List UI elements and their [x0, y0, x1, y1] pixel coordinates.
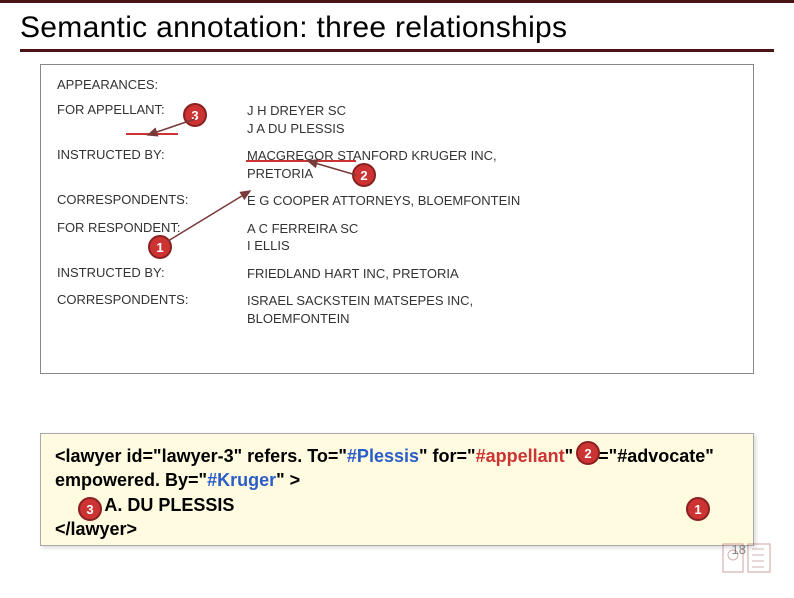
slide-title: Semantic annotation: three relationships — [20, 11, 774, 45]
doc-row: APPEARANCES: — [57, 77, 737, 92]
row-value: MACGREGOR STANFORD KRUGER INC,PRETORIA — [247, 147, 737, 182]
annotation-badge: 1 — [148, 235, 172, 259]
doc-row: FOR APPELLANT:J H DREYER SCJ A DU PLESSI… — [57, 102, 737, 137]
row-value: FRIEDLAND HART INC, PRETORIA — [247, 265, 737, 283]
row-label: INSTRUCTED BY: — [57, 147, 247, 182]
row-label: APPEARANCES: — [57, 77, 247, 92]
annotation-badge: 1 — [686, 497, 710, 521]
row-value: E G COOPER ATTORNEYS, BLOEMFONTEIN — [247, 192, 737, 210]
doc-row: CORRESPONDENTS:E G COOPER ATTORNEYS, BLO… — [57, 192, 737, 210]
doc-row: INSTRUCTED BY:FRIEDLAND HART INC, PRETOR… — [57, 265, 737, 283]
annotation-underline — [246, 160, 356, 162]
appearances-box: APPEARANCES: FOR APPELLANT:J H DREYER SCJ… — [40, 64, 754, 374]
annotation-underline — [126, 133, 178, 135]
xml-code: <lawyer id="lawyer-3" refers. To="#Pless… — [55, 444, 739, 541]
row-value: ISRAEL SACKSTEIN MATSEPES INC,BLOEMFONTE… — [247, 292, 737, 327]
annotation-badge: 2 — [352, 163, 376, 187]
row-label: FOR APPELLANT: — [57, 102, 247, 137]
annotation-badge: 2 — [576, 441, 600, 465]
doc-row: INSTRUCTED BY:MACGREGOR STANFORD KRUGER … — [57, 147, 737, 182]
row-label: INSTRUCTED BY: — [57, 265, 247, 283]
row-value — [247, 77, 737, 92]
xml-box: <lawyer id="lawyer-3" refers. To="#Pless… — [40, 433, 754, 546]
row-value: J H DREYER SCJ A DU PLESSIS — [247, 102, 737, 137]
doc-row: CORRESPONDENTS:ISRAEL SACKSTEIN MATSEPES… — [57, 292, 737, 327]
row-label: CORRESPONDENTS: — [57, 292, 247, 327]
kruger-ref: #Kruger — [207, 470, 276, 490]
annotation-badge: 3 — [78, 497, 102, 521]
annotation-badge: 3 — [183, 103, 207, 127]
row-value: A C FERREIRA SCI ELLIS — [247, 220, 737, 255]
row-label: CORRESPONDENTS: — [57, 192, 247, 210]
logo-icon — [722, 543, 772, 573]
